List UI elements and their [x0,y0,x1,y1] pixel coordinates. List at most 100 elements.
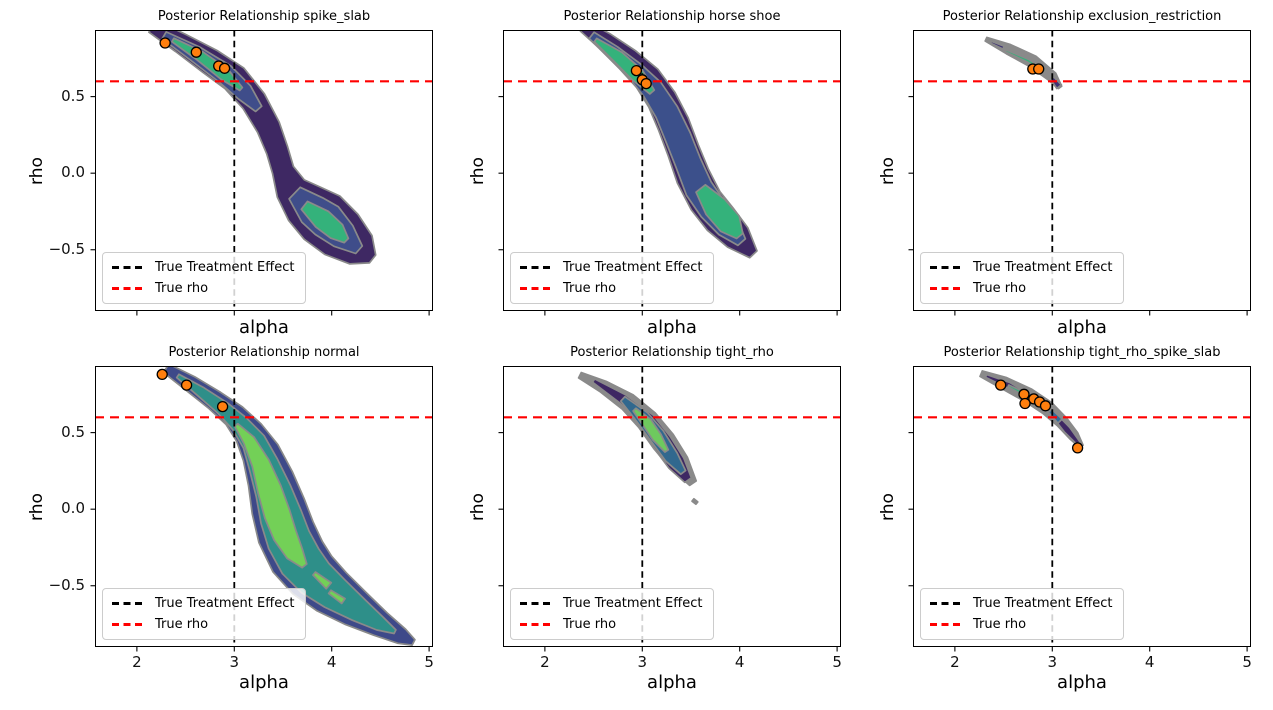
plot-canvas [908,366,1251,652]
black-dashed-line-swatch [930,266,963,269]
y-tick-label: 0.5 [61,422,85,441]
y-tick-label: −0.5 [48,239,85,258]
plot-title: Posterior Relationship tight_rho [570,345,774,360]
x-axis-label: alpha [239,672,289,693]
plot-title: Posterior Relationship horse shoe [563,9,781,24]
axes-frame [913,30,1251,311]
contour-band [989,40,1006,50]
red-dashed-line-swatch [520,623,553,626]
posterior-sample-point [1071,442,1084,454]
axes-frame [503,366,841,647]
axes-frame [95,30,433,311]
red-dashed-line-swatch [930,287,963,290]
legend-item-true-treatment-effect: True Treatment Effect [112,596,294,611]
posterior-sample-point [216,400,229,413]
black-dashed-line-swatch [112,266,145,269]
plot-title: Posterior Relationship normal [168,345,360,360]
subplot-normal: Posterior Relationship normal rho alpha … [27,345,434,693]
x-tick-label: 4 [734,653,745,671]
posterior-sample-point [1019,397,1031,410]
legend: True Treatment Effect True rho [102,252,307,304]
legend-label: True rho [563,617,617,632]
y-tick-label: 0.0 [61,499,85,518]
x-axis-label: alpha [239,317,289,338]
posterior-sample-point [218,62,231,74]
posterior-sample-point [630,64,643,77]
legend: True Treatment Effect True rho [920,252,1125,304]
legend-item-true-rho: True rho [930,281,1112,296]
x-tick-label: 5 [424,653,434,671]
contour-band [233,422,308,569]
legend-label: True Treatment Effect [973,596,1113,611]
red-dashed-line-swatch [930,623,963,626]
plot-canvas [498,366,841,652]
posterior-sample-point [156,368,168,381]
x-tick-label: 5 [1242,653,1252,671]
legend: True Treatment Effect True rho [102,588,307,640]
legend-label: True Treatment Effect [155,260,295,275]
posterior-sample-point [995,379,1007,391]
legend-item-true-rho: True rho [930,617,1112,632]
legend: True Treatment Effect True rho [510,252,715,304]
black-dashed-line-swatch [520,602,553,605]
legend-item-true-treatment-effect: True Treatment Effect [930,596,1112,611]
plot-canvas [90,366,433,652]
y-axis-label: rho [878,156,898,185]
contour-band [984,36,1063,90]
x-tick-label: 3 [229,653,240,671]
red-dashed-line-swatch [520,287,553,290]
legend-label: True rho [973,281,1027,296]
legend-item-true-rho: True rho [112,617,294,632]
axes-frame [95,366,433,647]
contour-band [695,183,744,240]
legend-label: True rho [563,281,617,296]
legend-item-true-rho: True rho [520,281,702,296]
x-tick-label: 2 [950,653,960,671]
contour-band [300,200,350,244]
x-tick-label: 3 [637,653,648,671]
x-tick-label: 3 [1047,653,1058,671]
x-axis-label: alpha [647,672,697,693]
legend-label: True rho [155,617,209,632]
posterior-sample-point [190,46,202,58]
x-axis-label: alpha [1057,317,1107,338]
legend: True Treatment Effect True rho [920,588,1125,640]
legend-label: True rho [973,617,1027,632]
posterior-sample-point [1039,400,1052,412]
legend-item-true-treatment-effect: True Treatment Effect [520,260,702,275]
y-tick-label: 0.0 [61,163,85,182]
legend-label: True Treatment Effect [563,260,703,275]
black-dashed-line-swatch [520,266,553,269]
y-tick-label: 0.5 [61,86,85,105]
plot-title: Posterior Relationship exclusion_restric… [942,9,1222,24]
subplot-spike-slab: Posterior Relationship spike_slab rho al… [27,9,433,338]
black-dashed-line-swatch [930,602,963,605]
axes-frame [503,30,841,311]
subplot-exclusion-restriction: Posterior Relationship exclusion_restric… [878,9,1251,338]
plot-title: Posterior Relationship tight_rho_spike_s… [943,345,1221,360]
axes-frame [913,366,1251,647]
legend-item-true-treatment-effect: True Treatment Effect [112,260,294,275]
legend-item-true-rho: True rho [520,617,702,632]
legend-label: True rho [155,281,209,296]
plot-canvas [908,30,1251,316]
x-tick-label: 4 [326,653,337,671]
posterior-sample-point [159,37,171,49]
legend-label: True Treatment Effect [973,260,1113,275]
black-dashed-line-swatch [112,602,145,605]
y-axis-label: rho [878,492,898,521]
contour-band [979,370,1084,449]
red-dashed-line-swatch [112,623,145,626]
posterior-sample-point [180,379,193,391]
contour-band [691,497,699,506]
legend-item-true-rho: True rho [112,281,294,296]
legend: True Treatment Effect True rho [510,588,715,640]
x-axis-label: alpha [647,317,697,338]
x-tick-label: 4 [1144,653,1155,671]
posterior-sample-point [1018,388,1030,400]
x-axis-label: alpha [1057,672,1107,693]
x-tick-label: 2 [540,653,550,671]
y-axis-label: rho [468,492,488,521]
contour-band [632,407,670,453]
